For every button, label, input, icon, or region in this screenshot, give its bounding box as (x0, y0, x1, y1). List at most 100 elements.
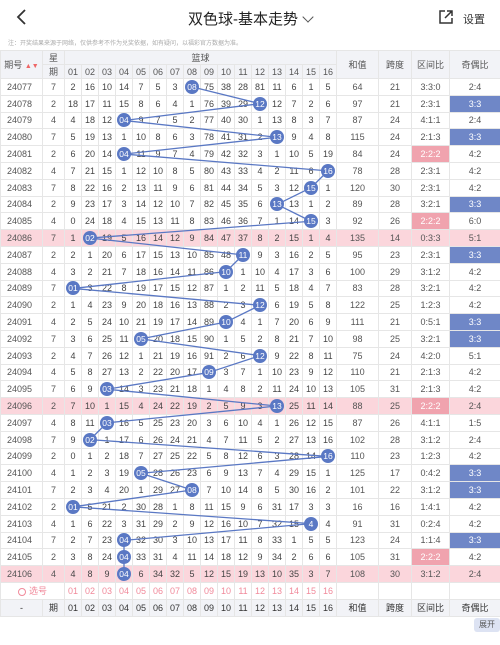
blue-miss-cell: 16 (217, 514, 235, 533)
table-row[interactable]: 24080 7 5 19 13 1 10 8 6 3 78 41 31 2 13 9 4 8 115 24 2:1:3 3… (0, 128, 500, 147)
table-row[interactable]: 24096 2 7 10 1 15 4 24 22 19 2 5 9 3 13 25 11 14 88 25 2:2:2… (0, 397, 500, 415)
blue-miss-cell: 16 (166, 296, 184, 315)
blue-miss-cell: 12 (183, 279, 201, 298)
select-blue-number-14[interactable]: 14 (285, 581, 303, 600)
blue-miss-cell: 6 (132, 565, 150, 583)
blue-miss-cell: 5 (318, 78, 338, 96)
page-title[interactable]: 双色球-基本走势 (0, 8, 500, 29)
table-row[interactable]: 24102 2 01 5 21 2 30 28 1 8 11 15 9 6 31 17 3 3 16 16 1:4:1 4… (0, 497, 500, 516)
span-cell: 24 (378, 145, 413, 163)
span-cell: 30 (378, 565, 413, 583)
table-row[interactable]: 24103 4 1 6 22 3 31 29 2 9 12 16 10 7 32 15 4 4 91 31 0:2:4 4… (0, 514, 500, 533)
blue-miss-cell: 7 (268, 313, 286, 331)
table-row[interactable]: 24104 7 2 7 23 04 32 30 3 10 13 17 11 8 33 1 5 5 123 24 1:1:… (0, 531, 500, 550)
blue-miss-cell: 18 (115, 447, 133, 466)
top-bar: 双色球-基本走势 设置 (0, 0, 500, 34)
blue-miss-cell: 34 (268, 548, 286, 567)
table-row[interactable]: 24105 2 3 8 24 04 33 31 4 11 14 18 12 9 34 2 6 6 105 31 2:2:… (0, 548, 500, 567)
select-blue-number-13[interactable]: 13 (268, 581, 286, 600)
blue-miss-cell: 8 (132, 94, 150, 113)
select-blue-number-15[interactable]: 15 (302, 581, 320, 600)
blue-ball-hit-cell: 11 (234, 245, 252, 264)
blue-ball-marker: 12 (253, 298, 267, 313)
blue-miss-cell: 2 (251, 329, 269, 348)
expand-button[interactable]: 展开 (474, 618, 500, 632)
table-row[interactable]: 24082 4 7 21 15 1 12 10 8 5 80 43 33 4 2 11 6 16 78 28 2:3:1… (0, 161, 500, 180)
table-row[interactable]: 24077 7 2 16 10 14 7 5 3 08 75 38 28 81 11 6 1 5 64 21 3:3:0… (0, 78, 500, 96)
period-cell: 24085 (0, 212, 43, 231)
select-empty-cell (449, 581, 500, 600)
blue-miss-cell: 2 (132, 363, 150, 382)
table-row[interactable]: 24097 4 8 11 03 16 5 25 23 20 3 6 10 4 1 26 12 15 87 26 4:1:… (0, 413, 500, 432)
blue-miss-cell: 6 (234, 346, 252, 365)
blue-miss-cell: 2 (234, 279, 252, 298)
span-cell: 24 (378, 111, 413, 130)
table-row[interactable]: 24106 4 4 8 9 04 6 34 32 5 12 15 19 13 10 35 3 7 108 30 3:1:… (0, 565, 500, 583)
select-blue-number-07[interactable]: 07 (166, 581, 184, 600)
select-number-label[interactable]: 选号 (0, 581, 65, 600)
blue-miss-cell: 2 (302, 245, 320, 264)
blue-miss-cell: 30 (132, 497, 150, 516)
table-row[interactable]: 24084 2 9 23 17 3 14 12 10 7 82 45 35 6 13 13 1 2 89 28 3:2:… (0, 195, 500, 214)
blue-miss-cell: 13 (183, 296, 201, 315)
table-row[interactable]: 24079 4 4 18 12 04 9 7 5 2 77 40 30 1 13 8 3 7 87 24 4:1:1 2:… (0, 111, 500, 130)
select-blue-number-01[interactable]: 01 (64, 581, 82, 600)
sum-cell: 83 (336, 279, 380, 298)
blue-miss-cell: 7 (200, 481, 218, 499)
table-row[interactable]: 24086 7 1 02 19 5 16 14 12 9 84 47 37 8 2 15 1 4 135 14 0:3:… (0, 229, 500, 247)
blue-miss-cell: 24 (166, 430, 184, 449)
table-row[interactable]: 24089 7 01 3 22 8 19 17 15 12 87 1 2 11 5 18 4 7 83 28 3:2:1… (0, 279, 500, 298)
table-row[interactable]: 24088 4 3 2 21 7 18 16 14 11 86 10 1 10 4 17 3 6 100 29 3:1:… (0, 262, 500, 281)
blue-miss-cell: 5 (318, 245, 338, 264)
blue-miss-cell: 8 (268, 329, 286, 348)
blue-miss-cell: 13 (132, 178, 150, 197)
select-blue-number-06[interactable]: 06 (149, 581, 167, 600)
settings-button[interactable]: 设置 (463, 14, 485, 26)
table-row[interactable]: 24087 2 2 1 20 6 17 15 13 10 85 48 11 9 3 16 2 5 95 23 2:3:1… (0, 245, 500, 264)
select-blue-number-12[interactable]: 12 (251, 581, 269, 600)
table-row[interactable]: 24099 2 0 1 2 18 7 27 25 22 5 8 12 6 3 28 14 16 110 23 1:2:3… (0, 447, 500, 466)
select-blue-number-10[interactable]: 10 (217, 581, 235, 600)
blue-miss-cell: 34 (234, 178, 252, 197)
blue-ball-marker: 15 (304, 180, 318, 195)
table-row[interactable]: 24091 4 2 5 24 10 21 19 17 14 89 10 4 1 7 20 6 9 111 21 0:5:… (0, 313, 500, 331)
period-column-header[interactable]: 期号 ▲▼ (0, 50, 43, 79)
select-blue-number-16[interactable]: 16 (318, 581, 338, 600)
select-blue-number-08[interactable]: 08 (183, 581, 201, 600)
table-row[interactable]: 24090 2 1 4 23 9 20 18 16 13 88 2 3 12 6 19 5 8 122 25 1:2:3… (0, 296, 500, 315)
blue-miss-cell: 2 (81, 464, 99, 483)
select-blue-number-04[interactable]: 04 (115, 581, 133, 600)
blue-miss-cell: 8 (149, 128, 167, 147)
select-blue-number-03[interactable]: 03 (98, 581, 116, 600)
blue-miss-cell: 2 (285, 548, 303, 567)
select-blue-number-05[interactable]: 05 (132, 581, 150, 600)
table-row[interactable]: 24083 7 8 22 16 2 13 11 9 6 81 44 34 5 3 12 15 1 120 30 2:3:… (0, 178, 500, 197)
table-row[interactable]: 24094 4 5 8 27 13 2 22 20 17 09 3 7 1 10 23 9 12 110 21 2:1:… (0, 363, 500, 382)
blue-miss-cell: 2 (64, 481, 82, 499)
zone-ratio-cell: 1:4:1 (411, 497, 451, 516)
blue-miss-cell: 4 (217, 380, 235, 399)
week-cell: 4 (42, 212, 65, 231)
share-icon[interactable] (437, 8, 455, 26)
table-row[interactable]: 24100 4 1 2 3 19 05 28 26 23 6 9 13 7 4 29 15 1 125 17 0:4:2… (0, 464, 500, 483)
table-row[interactable]: 24081 2 6 20 14 04 11 9 7 4 79 42 32 3 1 10 5 19 84 24 2:2:2… (0, 145, 500, 163)
blue-miss-cell: 32 (132, 531, 150, 550)
blue-number-header-04: 04 (115, 64, 133, 79)
blue-miss-cell: 10 (98, 78, 116, 96)
back-arrow-icon[interactable] (12, 7, 32, 27)
blue-miss-cell: 5 (64, 128, 82, 147)
select-blue-number-02[interactable]: 02 (81, 581, 99, 600)
table-row[interactable]: 24098 7 9 02 1 17 6 26 24 21 4 7 11 5 2 27 13 16 102 28 3:1:… (0, 430, 500, 449)
table-row[interactable]: 24092 7 3 6 25 11 05 20 18 15 90 1 5 2 8 21 7 10 98 25 3:2:1… (0, 329, 500, 348)
table-row[interactable]: 24078 2 18 17 11 15 8 6 4 1 76 39 29 12 12 7 2 6 97 21 2:3:1… (0, 94, 500, 113)
blue-miss-cell: 29 (285, 464, 303, 483)
blue-miss-cell: 85 (200, 245, 218, 264)
span-cell: 24 (378, 128, 413, 147)
select-blue-number-09[interactable]: 09 (200, 581, 218, 600)
select-blue-number-11[interactable]: 11 (234, 581, 252, 600)
blue-ball-hit-cell: 03 (98, 413, 116, 432)
table-row[interactable]: 24095 7 6 9 03 14 3 23 21 18 1 4 8 2 11 24 10 13 105 31 2:1:… (0, 380, 500, 399)
table-row[interactable]: 24085 4 0 24 18 4 15 13 11 8 83 46 36 7 1 14 15 3 92 26 2:2:… (0, 212, 500, 231)
table-row[interactable]: 24101 7 2 3 4 20 1 29 27 08 7 10 14 8 5 30 16 2 101 22 3:1:2… (0, 481, 500, 499)
table-row[interactable]: 24093 2 4 7 26 12 1 21 19 16 91 2 6 12 9 22 8 11 75 24 4:2:0… (0, 346, 500, 365)
